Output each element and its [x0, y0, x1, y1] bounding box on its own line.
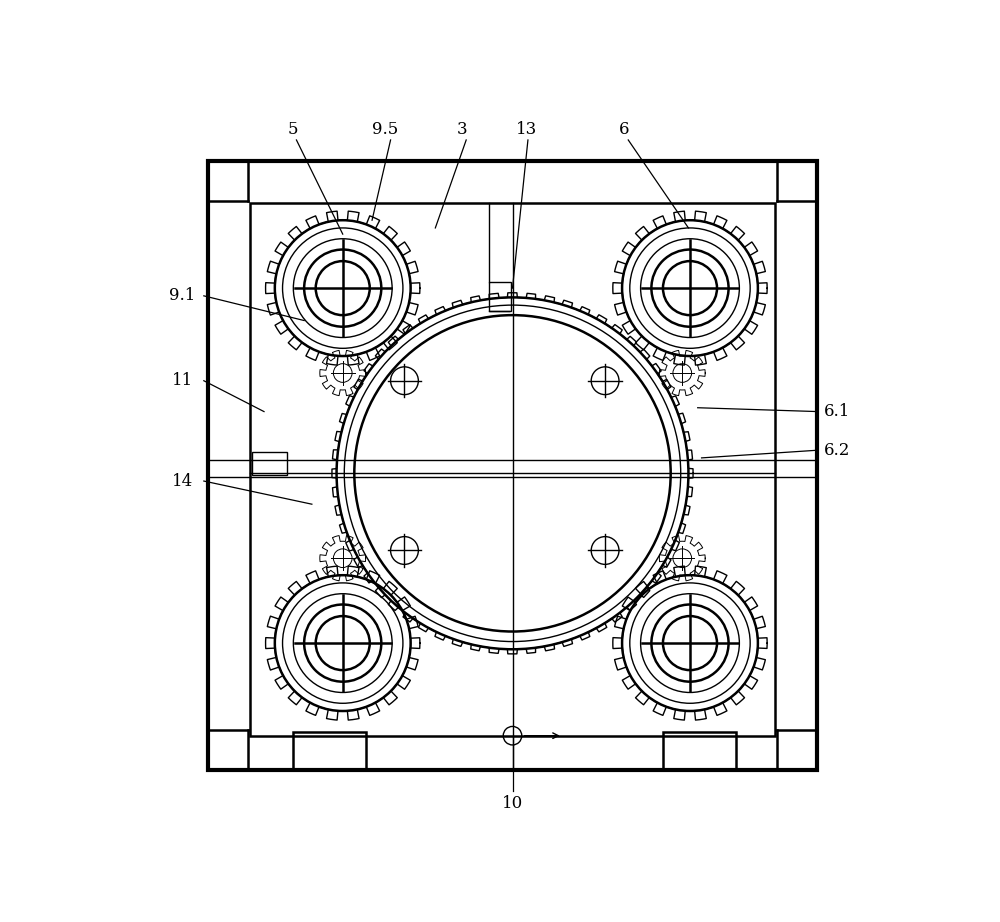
- Text: 9.5: 9.5: [372, 122, 398, 138]
- Bar: [250, 203, 775, 736]
- Text: 14: 14: [172, 473, 193, 490]
- Bar: [663, 732, 736, 771]
- Bar: [208, 160, 817, 771]
- Text: 3: 3: [457, 122, 468, 138]
- Text: 6.2: 6.2: [823, 442, 850, 458]
- Text: 9.1: 9.1: [169, 288, 195, 304]
- Bar: [293, 732, 366, 771]
- Text: 10: 10: [502, 795, 523, 812]
- Text: 6: 6: [619, 122, 630, 138]
- Text: 6.1: 6.1: [823, 403, 850, 420]
- Bar: [252, 452, 287, 475]
- Text: 11: 11: [172, 372, 193, 389]
- Text: 5: 5: [287, 122, 298, 138]
- Text: 13: 13: [516, 122, 537, 138]
- Bar: [489, 282, 511, 312]
